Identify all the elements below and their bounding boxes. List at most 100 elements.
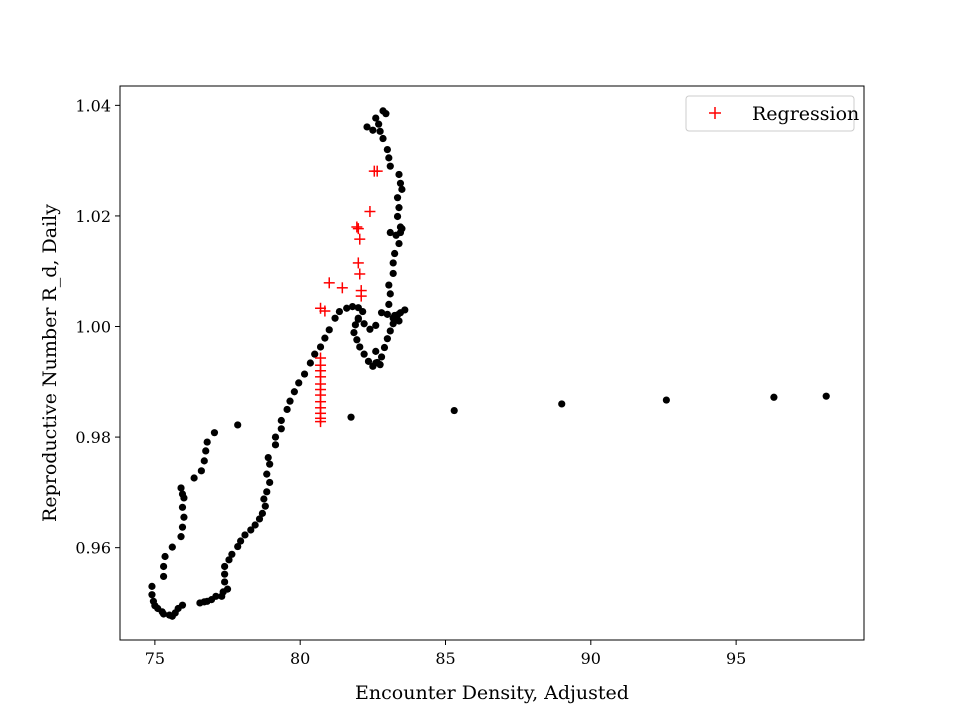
data-point xyxy=(373,358,381,367)
y-tick-label: 0.98 xyxy=(75,428,111,447)
regression-point xyxy=(352,257,364,269)
data-point xyxy=(178,503,187,511)
data-point xyxy=(662,396,670,404)
data-point xyxy=(392,231,400,239)
data-point xyxy=(375,120,383,128)
regression-point xyxy=(336,282,348,294)
data-point xyxy=(168,543,176,551)
data-point xyxy=(386,290,394,298)
data-point xyxy=(247,526,255,534)
regression-point xyxy=(319,305,331,317)
data-point xyxy=(379,134,387,143)
data-point xyxy=(353,336,361,344)
data-point xyxy=(350,328,358,337)
data-point xyxy=(364,357,373,365)
regression-point xyxy=(351,221,363,233)
data-point xyxy=(359,307,367,316)
y-axis-ticks: 0.96 0.98 1.00 1.02 1.04 xyxy=(75,96,120,558)
data-point xyxy=(263,470,271,478)
data-point xyxy=(343,304,351,312)
data-point xyxy=(347,413,355,421)
data-point xyxy=(264,453,272,462)
data-point xyxy=(325,326,333,334)
data-point xyxy=(822,392,830,400)
data-point xyxy=(241,531,249,539)
data-point xyxy=(210,429,219,437)
data-point xyxy=(178,490,187,498)
x-tick-label: 75 xyxy=(145,649,165,668)
data-point xyxy=(223,585,232,593)
data-point xyxy=(770,393,778,401)
data-point xyxy=(395,204,403,212)
legend: Regression xyxy=(685,95,859,132)
regression-point xyxy=(371,165,383,177)
x-axis-label: Encounter Density, Adjusted xyxy=(355,682,629,704)
regression-point xyxy=(364,206,376,218)
data-point xyxy=(159,572,168,581)
data-point xyxy=(261,502,269,510)
regression-point xyxy=(315,416,327,428)
legend-label-regression: Regression xyxy=(752,103,859,125)
data-point xyxy=(356,343,364,351)
data-point xyxy=(393,194,402,202)
data-point xyxy=(266,460,274,468)
x-tick-label: 90 xyxy=(581,649,601,668)
data-point xyxy=(311,350,319,358)
data-point xyxy=(197,467,205,475)
data-point xyxy=(148,582,156,590)
data-point xyxy=(372,114,380,122)
data-point xyxy=(360,320,368,328)
data-point xyxy=(372,321,380,330)
data-point xyxy=(178,523,187,531)
data-point xyxy=(395,317,403,325)
data-point xyxy=(383,310,391,318)
data-point xyxy=(383,145,391,154)
data-point xyxy=(335,307,344,316)
data-point xyxy=(251,521,259,529)
data-point xyxy=(266,478,274,487)
regression-point xyxy=(355,290,367,302)
data-point xyxy=(234,421,242,429)
data-point xyxy=(221,562,229,571)
data-point xyxy=(190,474,198,482)
legend-marker-regression xyxy=(709,107,721,119)
data-point xyxy=(271,441,280,449)
data-points xyxy=(148,107,830,620)
data-point xyxy=(237,537,245,545)
data-point xyxy=(379,107,387,115)
regression-point xyxy=(354,233,366,245)
data-point xyxy=(178,601,187,609)
y-tick-label: 1.04 xyxy=(75,96,111,115)
data-point xyxy=(360,350,368,358)
data-point xyxy=(348,303,357,311)
data-point xyxy=(398,185,406,193)
data-point xyxy=(306,359,314,367)
y-axis-label: Reproductive Number R_d, Daily xyxy=(39,204,61,522)
data-point xyxy=(385,281,393,289)
regression-point xyxy=(352,223,364,235)
data-point xyxy=(389,320,397,328)
data-point xyxy=(369,126,377,134)
data-point xyxy=(321,334,329,342)
data-point xyxy=(177,484,185,492)
data-point xyxy=(354,315,362,323)
data-point xyxy=(159,562,168,571)
data-point xyxy=(263,488,271,496)
data-point xyxy=(255,515,264,523)
data-point xyxy=(221,570,229,578)
regression-point xyxy=(354,268,366,280)
y-tick-label: 1.00 xyxy=(75,318,111,337)
data-point xyxy=(377,309,386,317)
data-point xyxy=(225,556,233,564)
data-point xyxy=(316,343,325,351)
data-point xyxy=(234,542,242,551)
data-point xyxy=(389,259,397,267)
data-point xyxy=(376,127,384,135)
data-point xyxy=(300,370,309,378)
data-point xyxy=(277,425,285,433)
data-point xyxy=(286,397,294,405)
data-point xyxy=(385,300,393,308)
data-point xyxy=(386,327,394,335)
data-point xyxy=(558,400,566,408)
